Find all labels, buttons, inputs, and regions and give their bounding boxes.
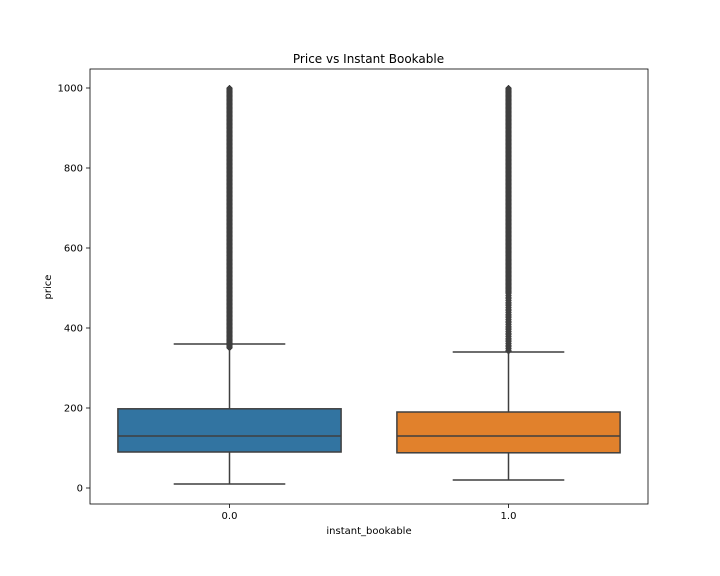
plot-area xyxy=(117,84,621,485)
y-tick-label: 600 xyxy=(64,244,83,255)
box-group-1.0 xyxy=(396,84,621,481)
box-iqr xyxy=(117,408,342,453)
box-group-0.0 xyxy=(117,84,342,485)
y-tick-label: 1000 xyxy=(58,84,83,95)
x-tick-label: 1.0 xyxy=(501,511,517,522)
outliers xyxy=(505,84,512,355)
outlier-point xyxy=(226,84,233,92)
x-axis: 0.0 1.0 xyxy=(222,504,517,522)
axes-frame xyxy=(89,68,649,505)
y-tick-label: 800 xyxy=(64,164,83,175)
chart-title: Price vs Instant Bookable xyxy=(293,52,444,66)
outliers xyxy=(226,84,233,352)
y-tick-label: 200 xyxy=(64,404,83,415)
box-iqr xyxy=(396,411,621,454)
y-tick-label: 0 xyxy=(77,484,83,495)
y-axis-label: price xyxy=(43,275,54,300)
outlier-point xyxy=(505,84,512,92)
y-axis: 0 200 400 600 800 1000 xyxy=(58,84,90,495)
x-axis-label: instant_bookable xyxy=(326,526,411,537)
y-tick-label: 400 xyxy=(64,324,83,335)
x-tick-label: 0.0 xyxy=(222,511,238,522)
